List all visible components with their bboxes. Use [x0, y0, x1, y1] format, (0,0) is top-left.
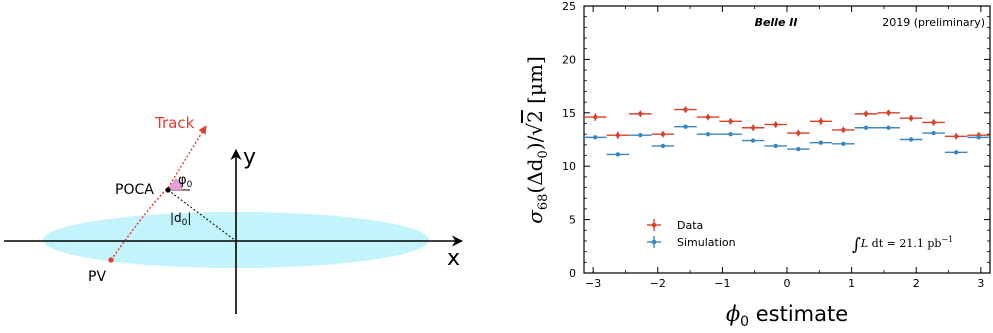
plot-frame	[583, 5, 991, 274]
data-point	[764, 143, 787, 149]
data-point	[922, 130, 945, 136]
y-tick-label: 5	[569, 214, 576, 227]
data-point	[809, 117, 833, 126]
data-point	[832, 141, 855, 146]
data-point	[696, 113, 720, 121]
y-tick-label: 10	[562, 160, 576, 173]
data-point	[854, 110, 878, 118]
y-tick-label: 20	[562, 53, 576, 66]
data-point	[764, 121, 787, 128]
x-tick-label: 3	[977, 277, 984, 290]
data-point	[651, 130, 675, 138]
d0-label: |d0|	[170, 211, 191, 228]
data-point	[809, 140, 833, 145]
status-label: 2019 (preliminary)	[882, 16, 985, 29]
data-point	[719, 118, 742, 125]
y-axis-title: σ68(Δd0)/√2 [μm]	[523, 56, 551, 224]
series-data	[584, 106, 990, 140]
y-tick-label: 25	[562, 0, 576, 13]
data-point	[944, 133, 968, 140]
legend-simulation-label: Simulation	[677, 236, 736, 249]
data-point	[651, 143, 675, 149]
data-point	[584, 113, 607, 121]
x-axis-label: x	[447, 246, 460, 271]
data-point	[719, 131, 742, 137]
y-tick-label: 15	[562, 107, 576, 120]
data-point	[606, 152, 630, 157]
pv-point	[108, 257, 114, 263]
x-ticks: −3 −2 −1 0 1 2 3	[585, 6, 984, 290]
y-tick-label: 0	[569, 267, 576, 280]
x-tick-label: 2	[913, 277, 920, 290]
legend-marker-data	[647, 219, 661, 231]
data-point	[674, 106, 697, 113]
data-point	[629, 110, 652, 118]
phi-angle-wedge	[167, 178, 183, 191]
data-point	[854, 125, 878, 130]
data-point	[674, 124, 697, 129]
data-point	[787, 146, 810, 152]
data-point	[944, 150, 968, 155]
data-point	[877, 109, 900, 117]
data-point	[832, 126, 855, 134]
data-point	[629, 133, 652, 138]
series-simulation	[584, 124, 990, 157]
track-curve	[110, 125, 207, 261]
data-point	[877, 125, 900, 130]
resolution-chart: −3 −2 −1 0 1 2 3 0 5 10 15 20 25 Belle II 2019 (pre…	[523, 0, 991, 330]
legend-data-label: Data	[677, 219, 703, 232]
x-axis-title: ϕ0 estimate	[726, 302, 848, 330]
x-tick-label: 0	[784, 277, 791, 290]
svg-text:σ68(Δd0)/√2 [μm]: σ68(Δd0)/√2 [μm]	[523, 56, 551, 224]
x-tick-label: −1	[714, 277, 730, 290]
legend-marker-simulation	[647, 236, 661, 248]
y-axis-label: y	[243, 145, 256, 170]
legend: Data Simulation	[647, 219, 736, 249]
x-tick-label: 1	[848, 277, 855, 290]
x-tick-label: −2	[650, 277, 666, 290]
data-point	[606, 131, 630, 139]
data-point	[584, 135, 607, 140]
series-layer	[584, 106, 990, 157]
data-point	[787, 129, 810, 137]
y-ticks: 0 5 10 15 20 25	[562, 0, 990, 280]
data-point	[696, 131, 720, 137]
data-point	[741, 124, 765, 131]
phi0-label: φ0	[178, 173, 193, 190]
experiment-label: Belle II	[755, 16, 798, 29]
data-point	[967, 135, 990, 140]
x-tick-label: −3	[585, 277, 601, 290]
data-point	[741, 138, 765, 143]
poca-point	[165, 187, 171, 193]
poca-label: POCA	[115, 182, 154, 198]
pv-label: PV	[88, 269, 106, 285]
track-parameter-diagram: x y Track POCA φ0 |d0| PV	[4, 114, 464, 314]
data-point	[922, 119, 945, 126]
luminosity-label: ∫L dt = 21.1 pb−1	[852, 235, 953, 255]
data-point	[899, 114, 923, 122]
data-point	[899, 137, 923, 142]
track-label: Track	[154, 114, 195, 132]
